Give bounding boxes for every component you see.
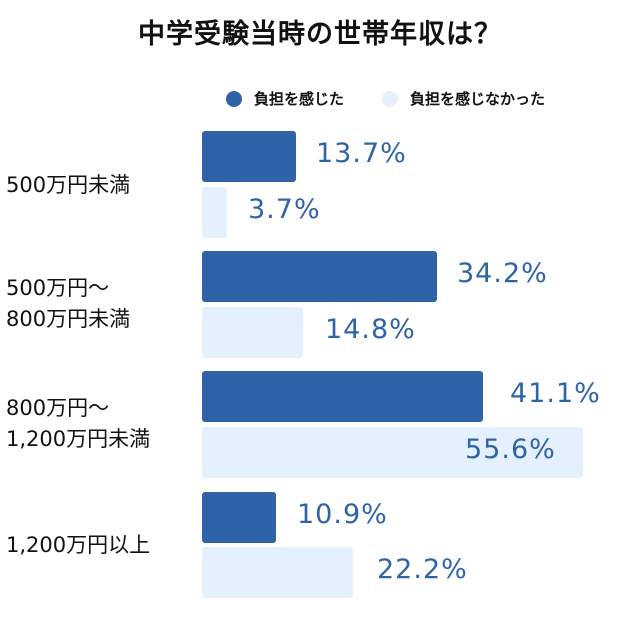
bar-felt: [202, 492, 276, 543]
category-label-line: 1,200万円未満: [6, 427, 151, 451]
category-label: 800万円～ 1,200万円未満: [6, 393, 150, 455]
legend-label-felt: 負担を感じた: [254, 90, 345, 108]
bar-felt: [202, 131, 296, 182]
bar-felt: [202, 371, 483, 422]
value-label-felt: 10.9%: [297, 499, 388, 530]
legend: 負担を感じた 負担を感じなかった: [226, 88, 583, 109]
bar-not-felt: [202, 187, 227, 238]
legend-item-felt: 負担を感じた: [226, 88, 344, 109]
legend-swatch-felt: [226, 90, 242, 107]
category-label-line: 500万円～: [6, 276, 110, 300]
legend-label-not-felt: 負担を感じなかった: [410, 90, 546, 108]
value-label-felt: 41.1%: [510, 378, 601, 409]
value-label-not-felt: 22.2%: [377, 554, 468, 585]
value-label-not-felt: 55.6%: [465, 434, 556, 465]
category-label-line: 500万円未満: [6, 173, 131, 197]
bar-not-felt: [202, 307, 303, 358]
bar-felt: [202, 251, 437, 302]
category-label-line: 800万円～: [6, 396, 110, 420]
bar-not-felt: [202, 547, 353, 598]
category-label: 1,200万円以上: [6, 530, 150, 561]
category-label-line: 1,200万円以上: [6, 533, 151, 557]
legend-swatch-not-felt: [382, 90, 399, 107]
value-label-felt: 13.7%: [316, 138, 407, 169]
category-label: 500万円未満: [6, 170, 130, 201]
bar-not-felt: [202, 427, 583, 478]
value-label-felt: 34.2%: [457, 258, 548, 289]
chart-title: 中学受験当時の世帯年収は？: [138, 19, 502, 50]
legend-item-not-felt: 負担を感じなかった: [382, 88, 545, 109]
category-label: 500万円～ 800万円未満: [6, 273, 130, 335]
value-label-not-felt: 3.7%: [248, 194, 321, 225]
category-label-line: 800万円未満: [6, 307, 131, 331]
value-label-not-felt: 14.8%: [325, 314, 416, 345]
